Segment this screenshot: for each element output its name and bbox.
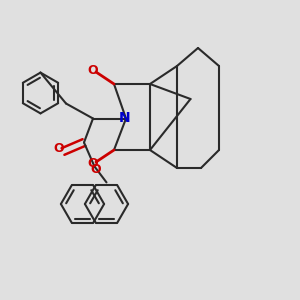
Text: O: O <box>91 163 101 176</box>
Text: O: O <box>53 142 64 155</box>
Text: N: N <box>119 112 130 125</box>
Text: O: O <box>88 64 98 77</box>
Text: O: O <box>88 157 98 170</box>
